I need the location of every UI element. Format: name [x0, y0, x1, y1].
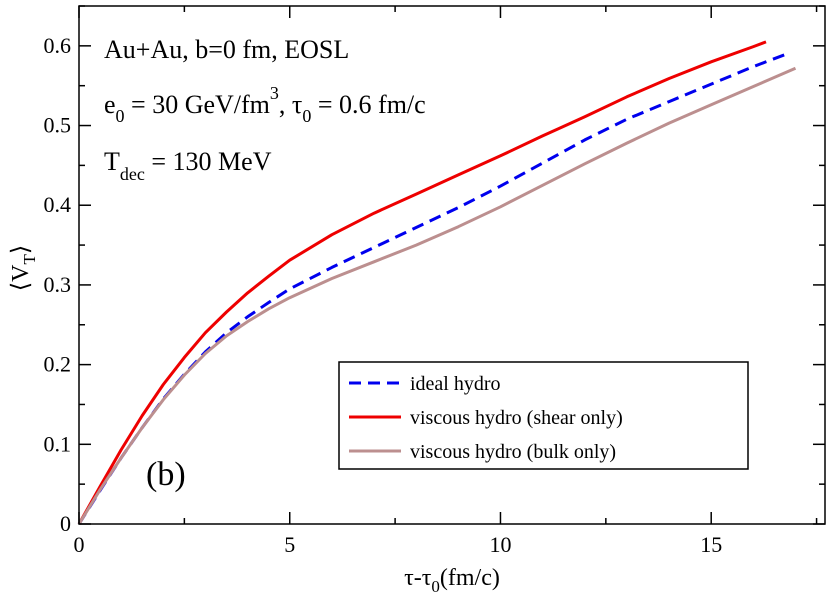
y-axis-title-main: ⟨V — [8, 264, 34, 291]
y-tick-label: 0.3 — [44, 272, 72, 297]
legend: ideal hydro viscous hydro (shear only) v… — [338, 361, 749, 470]
annotation-line2-a: e — [104, 90, 116, 119]
annotation-line2: e0 = 30 GeV/fm3, τ0 = 0.6 fm/c — [104, 83, 426, 126]
y-axis-title: ⟨VT⟩ — [8, 245, 39, 291]
annotation-line3: Tdec = 130 MeV — [104, 147, 272, 184]
annotation-line2-sup: 3 — [270, 83, 279, 103]
series-viscous-shear — [77, 40, 767, 525]
x-tick-label: 5 — [284, 532, 295, 557]
annotation-line3-b: = 130 MeV — [145, 147, 272, 176]
annotation-line2-c: , τ — [279, 90, 302, 119]
y-axis-title-sub: T — [20, 254, 39, 265]
y-axis-title-rest: ⟩ — [8, 245, 34, 254]
annotation-line1: Au+Au, b=0 fm, EOSL — [104, 35, 349, 64]
x-axis-title-rest: (fm/c) — [440, 565, 500, 591]
x-axis-title-main: τ-τ — [404, 565, 432, 591]
annotation-line2-sub2: 0 — [302, 106, 311, 126]
annotation-line2-b: = 30 GeV/fm — [125, 90, 270, 119]
x-tick-label: 15 — [700, 532, 722, 557]
series-viscous-bulk — [77, 66, 797, 525]
x-tick-label: 10 — [489, 532, 511, 557]
y-tick-label: 0.2 — [44, 352, 72, 377]
panel-label: (b) — [146, 456, 186, 493]
legend-label-shear: viscous hydro (shear only) — [410, 407, 623, 429]
plot-frame — [78, 5, 826, 525]
annotation-line2-d: = 0.6 fm/c — [311, 90, 425, 119]
x-axis-title-sub: 0 — [431, 577, 440, 596]
legend-label-bulk: viscous hydro (bulk only) — [410, 441, 616, 463]
legend-label-ideal: ideal hydro — [410, 373, 501, 395]
series-layer — [77, 40, 797, 525]
x-tick-label: 0 — [74, 532, 85, 557]
annotation-line2-sub: 0 — [116, 106, 125, 126]
y-tick-label: 0.4 — [44, 192, 72, 217]
x-axis-title: τ-τ0(fm/c) — [404, 565, 500, 596]
y-tick-label: 0.5 — [44, 113, 72, 138]
y-tick-label: 0 — [60, 511, 71, 536]
annotation-line3-a: T — [104, 147, 120, 176]
annotation-line3-sub: dec — [120, 164, 145, 184]
y-tick-label: 0.6 — [44, 33, 72, 58]
legend-box — [338, 361, 749, 470]
y-tick-label: 0.1 — [44, 431, 72, 456]
ticks-layer: 0 5 10 15 0 0.1 0.2 0.3 0.4 0.5 0.6 — [44, 5, 825, 557]
